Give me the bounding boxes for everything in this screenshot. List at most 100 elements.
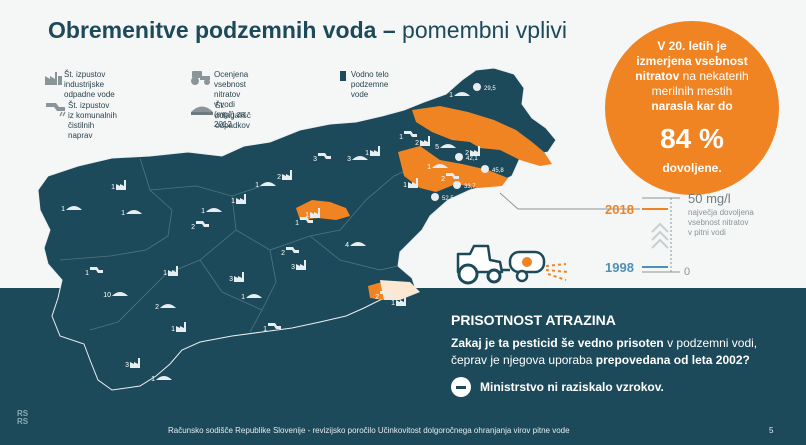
map-marker-count: 1 (365, 150, 369, 157)
atrazine-q4: prepovedana od leta 2002? (595, 353, 750, 367)
map-marker-count: 1 (163, 270, 167, 277)
atrazine-note: Ministrstvo ni raziskalo vzrokov. (451, 377, 664, 397)
atrazine-q1: Zakaj je ta pesticid še vedno prisoten (451, 336, 664, 350)
map-nitrate-value: 52,5 (442, 196, 454, 202)
year-2018: 2018 (605, 202, 634, 217)
tractor-sprayer-icon (456, 244, 569, 285)
map-nitrate-value: 29,5 (484, 86, 496, 92)
circle-line-4: merilnih mestih (651, 84, 733, 98)
map-marker-count: 1 (151, 376, 155, 383)
title-sub: pomembni vplivi (402, 17, 567, 43)
nitrate-circle: V 20. letih je izmerjena vsebnost nitrat… (605, 21, 779, 195)
map-pipe-outflow-icon: 1 (263, 323, 281, 333)
map-marker-count: 1 (305, 212, 309, 219)
map-marker-count: 2 (155, 304, 159, 311)
map-marker-count: 4 (345, 242, 349, 249)
map-marker-count: 5 (435, 144, 439, 151)
circle-line-3a: nitratov (635, 69, 680, 83)
map-pipe-outflow-icon: 2 (441, 173, 459, 183)
map-factory-icon: 1 (111, 180, 126, 191)
map-pipe-outflow-icon: 2 (281, 247, 299, 257)
map-marker-count: 2 (441, 176, 445, 183)
atrazine-q2: v podzemni vodi, (663, 336, 758, 350)
circle-line-3b: na nekaterih (679, 69, 749, 83)
map-landfill-icon: 5 (435, 144, 456, 151)
map-landfill-icon: 3 (347, 156, 368, 163)
circle-line-5: narasla kar do (651, 99, 733, 113)
map-landfill-icon: 1 (427, 164, 448, 171)
map-tractor-icon: 29,5 (473, 83, 496, 92)
title-main: Obremenitve podzemnih voda (48, 17, 377, 43)
year-1998: 1998 (605, 260, 634, 275)
map-tractor-icon: 33,7 (453, 181, 476, 190)
map-landfill-icon: 4 (345, 242, 366, 249)
map-outline (37, 67, 557, 391)
map-factory-icon: 2 (277, 170, 292, 181)
factory-icon (44, 70, 64, 86)
scale-zero: 0 (684, 266, 691, 278)
map-marker-count: 2 (465, 150, 469, 157)
aquifer-orange-mid (398, 146, 508, 192)
map-landfill-icon: 1 (121, 210, 142, 217)
map-tractor-icon: 45,8 (481, 165, 504, 174)
map-marker-count: 1 (403, 182, 407, 189)
map-landfill-icon: 2 (155, 304, 176, 311)
map-marker-count: 3 (347, 156, 351, 163)
water-body-square-icon (336, 70, 351, 82)
page-title: Obremenitve podzemnih voda – pomembni vp… (48, 17, 567, 44)
map-marker-count: 2 (281, 250, 285, 257)
map-landfill-icon: 1 (255, 182, 276, 189)
legend-municipal-text: Št. izpustov iz komunalnih čistilnih nap… (68, 101, 117, 140)
map-landfill-icon: 1 (449, 92, 470, 99)
map-marker-count: 1 (201, 208, 205, 215)
map-factory-icon: 3 (125, 358, 140, 369)
map-marker-count: 10 (103, 292, 111, 299)
legend-industry: Št. izpustov industrijske odpadne vode (44, 70, 116, 100)
map-factory-icon: 1 (163, 266, 178, 277)
aquifer-orange-center (296, 200, 350, 220)
legend-landfill-text: Št. odlagališč odpadkov (215, 101, 251, 130)
map-marker-count: 3 (313, 156, 317, 163)
map-factory-icon: 2 (465, 146, 480, 157)
map-factory-icon: 1 (403, 178, 418, 189)
map-factory-icon: 3 (291, 260, 306, 271)
map-marker-count: 2 (375, 294, 379, 301)
atrazine-note-text: Ministrstvo ni raziskalo vzrokov. (480, 380, 664, 394)
pipe-outflow-icon (44, 101, 68, 117)
minus-circle-icon (451, 377, 471, 397)
map-marker-count: 1 (449, 92, 453, 99)
aquifer-orange-ne (412, 106, 552, 166)
map-landfill-icon: 1 (241, 294, 262, 301)
map-factory-icon: 1 (231, 194, 246, 205)
map-tractor-icon: 42,1 (455, 153, 478, 162)
map-pipe-outflow-icon: 2 (375, 291, 393, 301)
map-nitrate-value: 42,1 (466, 156, 478, 162)
footer-text: Računsko sodišče Republike Slovenije - r… (168, 426, 570, 435)
map-pipe-outflow-icon: 1 (399, 131, 417, 141)
atrazine-q3: čeprav je njegova uporaba (451, 353, 596, 367)
circle-line-2: izmerjena vsebnost (636, 54, 748, 68)
map-marker-count: 1 (171, 326, 175, 333)
increase-chevrons-icon (651, 222, 669, 249)
map-factory-icon: 1 (171, 322, 186, 333)
atrazine-title: PRISOTNOST ATRAZINA (451, 312, 616, 328)
map-pipe-outflow-icon: 1 (295, 217, 313, 227)
page-number: 5 (769, 426, 774, 435)
map-marker-count: 1 (427, 164, 431, 171)
circle-line-1: V 20. letih je (657, 39, 727, 53)
title-dash: – (376, 17, 403, 43)
map-marker-count: 1 (61, 206, 65, 213)
map-nitrate-value: 33,7 (464, 184, 476, 190)
nitrate-percent: 84 % (660, 123, 724, 154)
map-landfill-icon: 1 (61, 206, 82, 213)
map-landfill-icon: 1 (201, 208, 222, 215)
map-landfill-icon: 1 (151, 376, 172, 383)
map-landfill-icon: 10 (103, 292, 128, 299)
map-marker-count: 1 (255, 182, 259, 189)
map-pipe-outflow-icon: 3 (313, 153, 331, 163)
legend-municipal: Št. izpustov iz komunalnih čistilnih nap… (44, 101, 117, 141)
map-factory-icon: 3 (229, 272, 244, 283)
map-tractor-icon: 52,5 (431, 193, 454, 202)
scale-max-label: 50 mg/l (688, 191, 731, 206)
